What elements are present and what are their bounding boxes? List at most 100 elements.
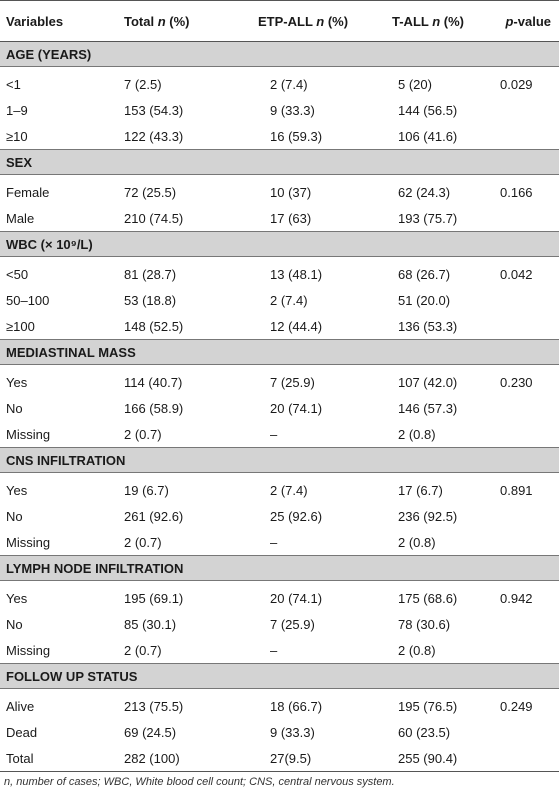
cell-etp: 13 (48.1): [270, 266, 323, 282]
cell-pvalue: [488, 719, 559, 745]
section-row: AGE (YEARS): [0, 41, 559, 67]
row-label: Total: [0, 745, 112, 772]
section-title: SEX: [0, 149, 559, 175]
table-row: <50 81 (28.7) 13 (48.1) 68 (26.7) 0.042: [0, 257, 559, 288]
row-label: ≥100: [6, 318, 35, 334]
cell-pvalue: 0.891: [500, 482, 533, 498]
cell-tall: 2 (0.8): [398, 642, 436, 658]
cell-total: 282 (100): [112, 745, 236, 772]
cell-pvalue: 0.942: [500, 590, 533, 606]
cell-tall: 62 (24.3): [398, 184, 451, 200]
table-row: Yes 19 (6.7) 2 (7.4) 17 (6.7) 0.891: [0, 473, 559, 504]
cell-tall: 136 (53.3): [398, 318, 458, 334]
cell-etp: 7 (25.9): [270, 616, 315, 632]
cell-pvalue: 0.249: [500, 698, 533, 714]
cell-total: 166 (58.9): [124, 400, 184, 416]
row-label: Yes: [6, 590, 28, 606]
row-label: Female: [6, 184, 50, 200]
header-row: Variables Total n (%) ETP-ALL n (%) T-AL…: [0, 0, 559, 42]
cell-tall: 236 (92.5): [398, 508, 458, 524]
table-row: Dead 69 (24.5) 9 (33.3) 60 (23.5): [0, 719, 559, 745]
cell-tall: 175 (68.6): [398, 590, 458, 606]
table-row: No 261 (92.6) 25 (92.6) 236 (92.5): [0, 503, 559, 529]
table-row: Yes 195 (69.1) 20 (74.1) 175 (68.6) 0.942: [0, 581, 559, 612]
cell-total: 2 (0.7): [124, 642, 162, 658]
cell-pvalue: 0.166: [500, 184, 533, 200]
cell-tall: 17 (6.7): [398, 482, 443, 498]
cell-pvalue: [488, 637, 559, 664]
cell-tall: 193 (75.7): [398, 210, 458, 226]
table-row: ≥100 148 (52.5) 12 (44.4) 136 (53.3): [0, 313, 559, 340]
row-label: Male: [6, 210, 35, 226]
row-label: Yes: [6, 374, 28, 390]
cell-etp: 20 (74.1): [270, 590, 323, 606]
cell-tall: 68 (26.7): [398, 266, 451, 282]
cell-total: 53 (18.8): [124, 292, 177, 308]
cell-tall: 146 (57.3): [398, 400, 458, 416]
cell-etp: 18 (66.7): [270, 698, 323, 714]
patient-characteristics-table: Variables Total n (%) ETP-ALL n (%) T-AL…: [0, 0, 559, 772]
section-row: WBC (× 10⁹/L): [0, 231, 559, 257]
cell-etp: 17 (63): [270, 210, 312, 226]
cell-tall: 5 (20): [398, 76, 432, 92]
table-row: Missing 2 (0.7) – 2 (0.8): [0, 421, 559, 448]
cell-etp: 2 (7.4): [270, 76, 308, 92]
cell-etp: 12 (44.4): [270, 318, 323, 334]
header-total: Total n (%): [112, 0, 236, 42]
cell-etp: 16 (59.3): [270, 128, 323, 144]
section-title: FOLLOW UP STATUS: [0, 663, 559, 689]
cell-tall: 107 (42.0): [398, 374, 458, 390]
header-variables: Variables: [0, 0, 112, 42]
section-title: MEDIASTINAL MASS: [0, 339, 559, 365]
cell-etp: 9 (33.3): [270, 102, 315, 118]
row-label: Missing: [6, 426, 51, 442]
section-row: LYMPH NODE INFILTRATION: [0, 555, 559, 581]
cell-pvalue: [488, 287, 559, 313]
cell-total: 81 (28.7): [124, 266, 177, 282]
header-tall: T-ALL n (%): [374, 0, 488, 42]
cell-tall: 51 (20.0): [398, 292, 451, 308]
cell-pvalue: [488, 205, 559, 232]
table-row: No 166 (58.9) 20 (74.1) 146 (57.3): [0, 395, 559, 421]
cell-total: 69 (24.5): [124, 724, 177, 740]
section-title: LYMPH NODE INFILTRATION: [0, 555, 559, 581]
table-body: AGE (YEARS) <1 7 (2.5) 2 (7.4) 5 (20) 0.029 1–…: [0, 41, 559, 772]
cell-tall: 2 (0.8): [398, 534, 436, 550]
table-row: 50–100 53 (18.8) 2 (7.4) 51 (20.0): [0, 287, 559, 313]
cell-total: 210 (74.5): [124, 210, 184, 226]
table-row: Total 282 (100) 27(9.5) 255 (90.4): [0, 745, 559, 772]
cell-total: 72 (25.5): [124, 184, 177, 200]
cell-total: 2 (0.7): [124, 534, 162, 550]
section-row: MEDIASTINAL MASS: [0, 339, 559, 365]
row-label: Yes: [6, 482, 28, 498]
section-row: FOLLOW UP STATUS: [0, 663, 559, 689]
cell-total: 148 (52.5): [124, 318, 184, 334]
footnote: n, number of cases; WBC, White blood cel…: [4, 776, 395, 788]
cell-total: 153 (54.3): [124, 102, 184, 118]
cell-pvalue: [488, 123, 559, 150]
header-etp: ETP-ALL n (%): [236, 0, 374, 42]
table-row: ≥10 122 (43.3) 16 (59.3) 106 (41.6): [0, 123, 559, 150]
row-label: Alive: [6, 698, 35, 714]
table-row: Female 72 (25.5) 10 (37) 62 (24.3) 0.166: [0, 175, 559, 206]
row-label: Missing: [6, 534, 51, 550]
cell-etp: –: [270, 426, 278, 442]
cell-pvalue: [488, 745, 559, 772]
cell-total: 85 (30.1): [124, 616, 177, 632]
header-pvalue: p-value: [488, 0, 559, 42]
table-row: Missing 2 (0.7) – 2 (0.8): [0, 637, 559, 664]
cell-tall: 255 (90.4): [374, 745, 488, 772]
cell-etp: 7 (25.9): [270, 374, 315, 390]
row-label: No: [6, 616, 23, 632]
cell-etp: 10 (37): [270, 184, 312, 200]
row-label: Missing: [6, 642, 51, 658]
cell-pvalue: [488, 97, 559, 123]
cell-tall: 78 (30.6): [398, 616, 451, 632]
section-title: AGE (YEARS): [0, 41, 559, 67]
cell-total: 7 (2.5): [124, 76, 162, 92]
cell-tall: 106 (41.6): [398, 128, 458, 144]
row-label: ≥10: [6, 128, 28, 144]
cell-etp: 9 (33.3): [270, 724, 315, 740]
cell-etp: –: [270, 642, 278, 658]
